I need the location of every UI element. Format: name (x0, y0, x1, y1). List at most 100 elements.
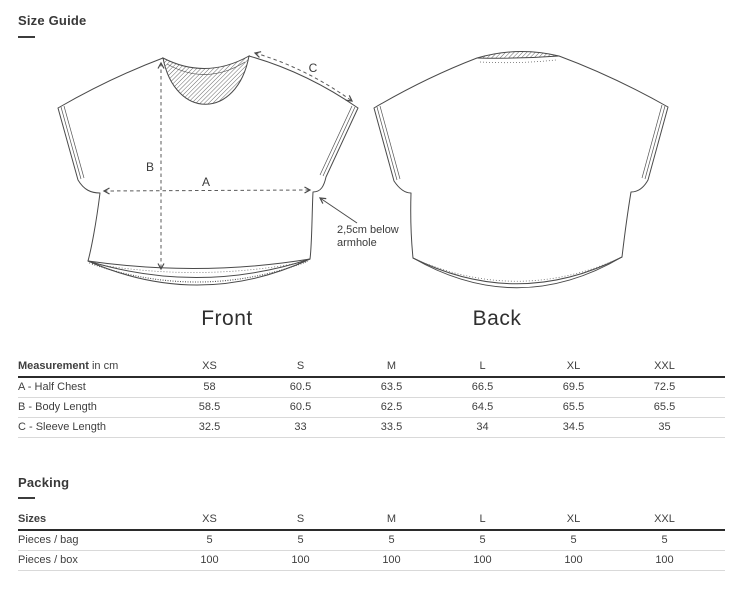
size-col-header-xs: XS (164, 356, 255, 378)
front-collar-rib (162, 55, 250, 105)
measurement-value: 62.5 (346, 397, 437, 418)
packing-row-label: Pieces / box (18, 550, 164, 571)
measurement-value: 35 (619, 417, 710, 438)
measurement-value: 33 (255, 417, 346, 438)
measurement-value: 58 (164, 377, 255, 398)
table-row-half-chest: A - Half Chest 58 60.5 63.5 66.5 69.5 72… (18, 377, 725, 398)
measurement-row-label: C - Sleeve Length (18, 417, 164, 438)
front-shirt-drawing (57, 55, 359, 286)
front-hem-mid (87, 258, 311, 278)
size-col-header-xxl: XXL (619, 356, 710, 378)
packing-value: 5 (255, 530, 346, 551)
measurement-value: 65.5 (619, 397, 710, 418)
back-hem-bottom (412, 256, 623, 289)
measure-label-c: C (309, 61, 318, 75)
packing-header-bold: Sizes (18, 512, 47, 525)
title-underline (18, 36, 35, 38)
packing-value: 100 (619, 550, 710, 571)
table-row-pieces-box: Pieces / box 100 100 100 100 100 100 (18, 550, 725, 571)
page-title: Size Guide (18, 13, 87, 28)
measure-label-b: B (146, 160, 154, 174)
table-row-sleeve-length: C - Sleeve Length 32.5 33 33.5 34 34.5 3… (18, 417, 725, 438)
packing-value: 5 (346, 530, 437, 551)
packing-table: Sizes XS S M L XL XXL Pieces / bag 5 5 5… (18, 509, 725, 571)
packing-col-header-xl: XL (528, 509, 619, 531)
measurement-value: 60.5 (255, 377, 346, 398)
packing-value: 100 (437, 550, 528, 571)
size-col-header-s: S (255, 356, 346, 378)
armhole-callout-arrow (318, 197, 358, 224)
row-filler-cell (710, 417, 725, 438)
front-left-cuff-lines (60, 105, 85, 180)
packing-value: 5 (619, 530, 710, 551)
back-collar-rib (476, 51, 560, 59)
back-right-cuff-lines (641, 104, 666, 180)
measurement-header-suffix: in cm (88, 359, 119, 372)
armhole-note-line2: armhole (337, 237, 377, 249)
row-filler-cell (710, 530, 725, 551)
measurement-value: 60.5 (255, 397, 346, 418)
packing-row-label: Pieces / bag (18, 530, 164, 551)
measure-line-c (253, 51, 354, 102)
header-filler-cell (710, 509, 725, 531)
row-filler-cell (710, 550, 725, 571)
measure-line-a (102, 186, 312, 195)
measurement-value: 34 (437, 417, 528, 438)
back-body-outline (373, 55, 669, 285)
packing-underline (18, 497, 35, 499)
measurement-value: 58.5 (164, 397, 255, 418)
packing-col-header-xs: XS (164, 509, 255, 531)
front-view-label: Front (201, 307, 253, 330)
packing-col-header-l: L (437, 509, 528, 531)
packing-title: Packing (18, 475, 70, 490)
packing-value: 100 (346, 550, 437, 571)
table-row-pieces-bag: Pieces / bag 5 5 5 5 5 5 (18, 530, 725, 551)
front-hem-stitch-bottom (91, 261, 307, 283)
packing-value: 100 (528, 550, 619, 571)
armhole-note-line1: 2,5cm below (337, 224, 399, 236)
back-shirt-drawing (373, 51, 669, 289)
row-filler-cell (710, 397, 725, 418)
packing-value: 5 (437, 530, 528, 551)
size-col-header-xl: XL (528, 356, 619, 378)
measurement-value: 33.5 (346, 417, 437, 438)
packing-header-row: Sizes XS S M L XL XXL (18, 509, 725, 531)
measurement-row-label: B - Body Length (18, 397, 164, 418)
measurement-value: 65.5 (528, 397, 619, 418)
row-filler-cell (710, 377, 725, 398)
measurement-value: 72.5 (619, 377, 710, 398)
measurement-value: 64.5 (437, 397, 528, 418)
back-hem-stitch (414, 257, 621, 282)
packing-col-header-m: M (346, 509, 437, 531)
measurement-header-row: Measurement in cm XS S M L XL XXL (18, 356, 725, 378)
table-row-body-length: B - Body Length 58.5 60.5 62.5 64.5 65.5… (18, 397, 725, 418)
measurement-value: 32.5 (164, 417, 255, 438)
packing-value: 5 (528, 530, 619, 551)
tshirt-measurement-diagram: A B C 2,5cm below armhole Front Back (57, 51, 669, 330)
packing-value: 5 (164, 530, 255, 551)
front-right-cuff-lines (319, 105, 356, 177)
measurement-annotations: A B C 2,5cm below armhole (102, 51, 399, 271)
front-hem-bottom (87, 258, 311, 286)
measurement-value: 34.5 (528, 417, 619, 438)
back-collar-stitch (479, 59, 557, 64)
back-view-label: Back (473, 307, 522, 330)
packing-value: 100 (255, 550, 346, 571)
measurement-table: Measurement in cm XS S M L XL XXL A - Ha… (18, 356, 725, 438)
measure-label-a: A (202, 175, 210, 189)
size-col-header-m: M (346, 356, 437, 378)
measurement-value: 63.5 (346, 377, 437, 398)
measurement-header-label: Measurement in cm (18, 356, 164, 378)
packing-col-header-xxl: XXL (619, 509, 710, 531)
front-body-outline (57, 55, 359, 270)
front-collar-seam (166, 61, 246, 75)
packing-value: 100 (164, 550, 255, 571)
measurement-header-bold: Measurement (18, 359, 89, 372)
measurement-value: 66.5 (437, 377, 528, 398)
front-hem-stitch-top (88, 260, 310, 273)
measurement-value: 69.5 (528, 377, 619, 398)
packing-col-header-s: S (255, 509, 346, 531)
measurement-row-label: A - Half Chest (18, 377, 164, 398)
back-left-cuff-lines (376, 105, 401, 181)
